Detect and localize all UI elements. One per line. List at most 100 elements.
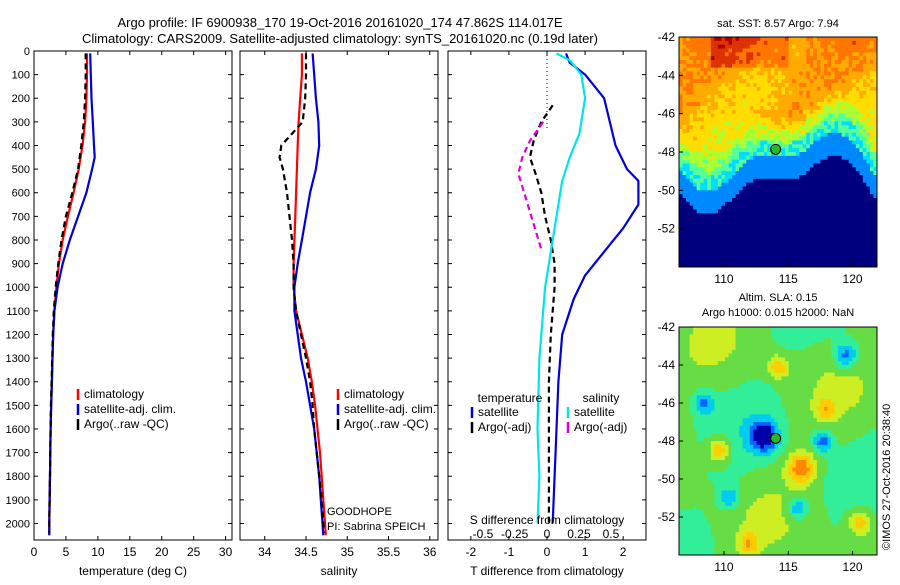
heatmap-cell bbox=[764, 68, 768, 72]
heatmap-cell bbox=[714, 202, 718, 206]
heatmap-cell bbox=[828, 110, 832, 114]
heatmap-cell bbox=[817, 414, 821, 418]
heatmap-cell bbox=[736, 392, 740, 396]
heatmap-cell bbox=[693, 148, 697, 152]
heatmap-cell bbox=[789, 407, 793, 411]
heatmap-cell bbox=[697, 79, 701, 83]
heatmap-cell bbox=[760, 213, 764, 217]
heatmap-cell bbox=[792, 114, 796, 118]
heatmap-cell bbox=[866, 395, 870, 399]
heatmap-cell bbox=[824, 156, 828, 160]
heatmap-cell bbox=[842, 179, 846, 183]
heatmap-cell bbox=[697, 110, 701, 114]
heatmap-cell bbox=[866, 141, 870, 145]
heatmap-cell bbox=[711, 361, 715, 365]
y-tick-label: 1700 bbox=[6, 448, 30, 460]
heatmap-cell bbox=[746, 37, 750, 41]
heatmap-cell bbox=[746, 388, 750, 392]
heatmap-cell bbox=[828, 83, 832, 87]
x-tick-label: 0 bbox=[31, 545, 38, 559]
heatmap-cell bbox=[817, 357, 821, 361]
heatmap-cell bbox=[863, 141, 867, 145]
heatmap-cell bbox=[792, 350, 796, 354]
heatmap-cell bbox=[789, 252, 793, 256]
heatmap-cell bbox=[866, 45, 870, 49]
heatmap-cell bbox=[863, 338, 867, 342]
heatmap-cell bbox=[870, 41, 874, 45]
heatmap-cell bbox=[760, 399, 764, 403]
heatmap-cell bbox=[785, 91, 789, 95]
heatmap-cell bbox=[820, 403, 824, 407]
heatmap-cell bbox=[750, 407, 754, 411]
heatmap-cell bbox=[863, 244, 867, 248]
heatmap-cell bbox=[718, 144, 722, 148]
heatmap-cell bbox=[859, 331, 863, 335]
heatmap-cell bbox=[707, 79, 711, 83]
heatmap-cell bbox=[792, 41, 796, 45]
heatmap-cell bbox=[697, 179, 701, 183]
heatmap-cell bbox=[866, 357, 870, 361]
heatmap-cell bbox=[725, 418, 729, 422]
heatmap-cell bbox=[856, 164, 860, 168]
heatmap-cell bbox=[863, 206, 867, 210]
heatmap-cell bbox=[714, 98, 718, 102]
heatmap-cell bbox=[817, 187, 821, 191]
heatmap-cell bbox=[803, 87, 807, 91]
heatmap-cell bbox=[803, 395, 807, 399]
heatmap-cell bbox=[679, 129, 683, 133]
heatmap-cell bbox=[697, 137, 701, 141]
heatmap-cell bbox=[810, 79, 814, 83]
heatmap-cell bbox=[789, 106, 793, 110]
heatmap-cell bbox=[813, 233, 817, 237]
heatmap-cell bbox=[767, 60, 771, 64]
heatmap-cell bbox=[774, 160, 778, 164]
heatmap-cell bbox=[782, 148, 786, 152]
heatmap-cell bbox=[803, 407, 807, 411]
heatmap-cell bbox=[813, 248, 817, 252]
heatmap-cell bbox=[849, 213, 853, 217]
heatmap-cell bbox=[778, 41, 782, 45]
heatmap-cell bbox=[789, 37, 793, 41]
heatmap-cell bbox=[842, 229, 846, 233]
heatmap-cell bbox=[828, 217, 832, 221]
heatmap-cell bbox=[764, 83, 768, 87]
heatmap-cell bbox=[753, 414, 757, 418]
heatmap-cell bbox=[725, 365, 729, 369]
heatmap-cell bbox=[859, 338, 863, 342]
heatmap-cell bbox=[817, 365, 821, 369]
heatmap-cell bbox=[743, 49, 747, 53]
heatmap-cell bbox=[700, 217, 704, 221]
x-tick-label: 10 bbox=[91, 545, 105, 559]
heatmap-cell bbox=[824, 171, 828, 175]
heatmap-cell bbox=[789, 121, 793, 125]
heatmap-cell bbox=[799, 45, 803, 49]
heatmap-cell bbox=[739, 167, 743, 171]
heatmap-cell bbox=[753, 403, 757, 407]
heatmap-cell bbox=[700, 183, 704, 187]
heatmap-cell bbox=[782, 68, 786, 72]
heatmap-cell bbox=[697, 221, 701, 225]
heatmap-cell bbox=[831, 380, 835, 384]
heatmap-cell bbox=[743, 133, 747, 137]
heatmap-cell bbox=[810, 137, 814, 141]
heatmap-cell bbox=[718, 121, 722, 125]
heatmap-cell bbox=[693, 252, 697, 256]
heatmap-cell bbox=[683, 194, 687, 198]
heatmap-cell bbox=[849, 376, 853, 380]
heatmap-cell bbox=[750, 213, 754, 217]
map-x-tick-label: 120 bbox=[843, 272, 863, 286]
heatmap-cell bbox=[707, 392, 711, 396]
heatmap-cell bbox=[803, 106, 807, 110]
heatmap-cell bbox=[796, 338, 800, 342]
heatmap-cell bbox=[856, 335, 860, 339]
heatmap-cell bbox=[866, 388, 870, 392]
heatmap-cell bbox=[831, 229, 835, 233]
heatmap-cell bbox=[721, 361, 725, 365]
heatmap-cell bbox=[852, 335, 856, 339]
heatmap-cell bbox=[842, 361, 846, 365]
heatmap-cell bbox=[707, 125, 711, 129]
heatmap-cell bbox=[820, 171, 824, 175]
heatmap-cell bbox=[711, 354, 715, 358]
heatmap-cell bbox=[799, 118, 803, 122]
heatmap-cell bbox=[679, 95, 683, 99]
